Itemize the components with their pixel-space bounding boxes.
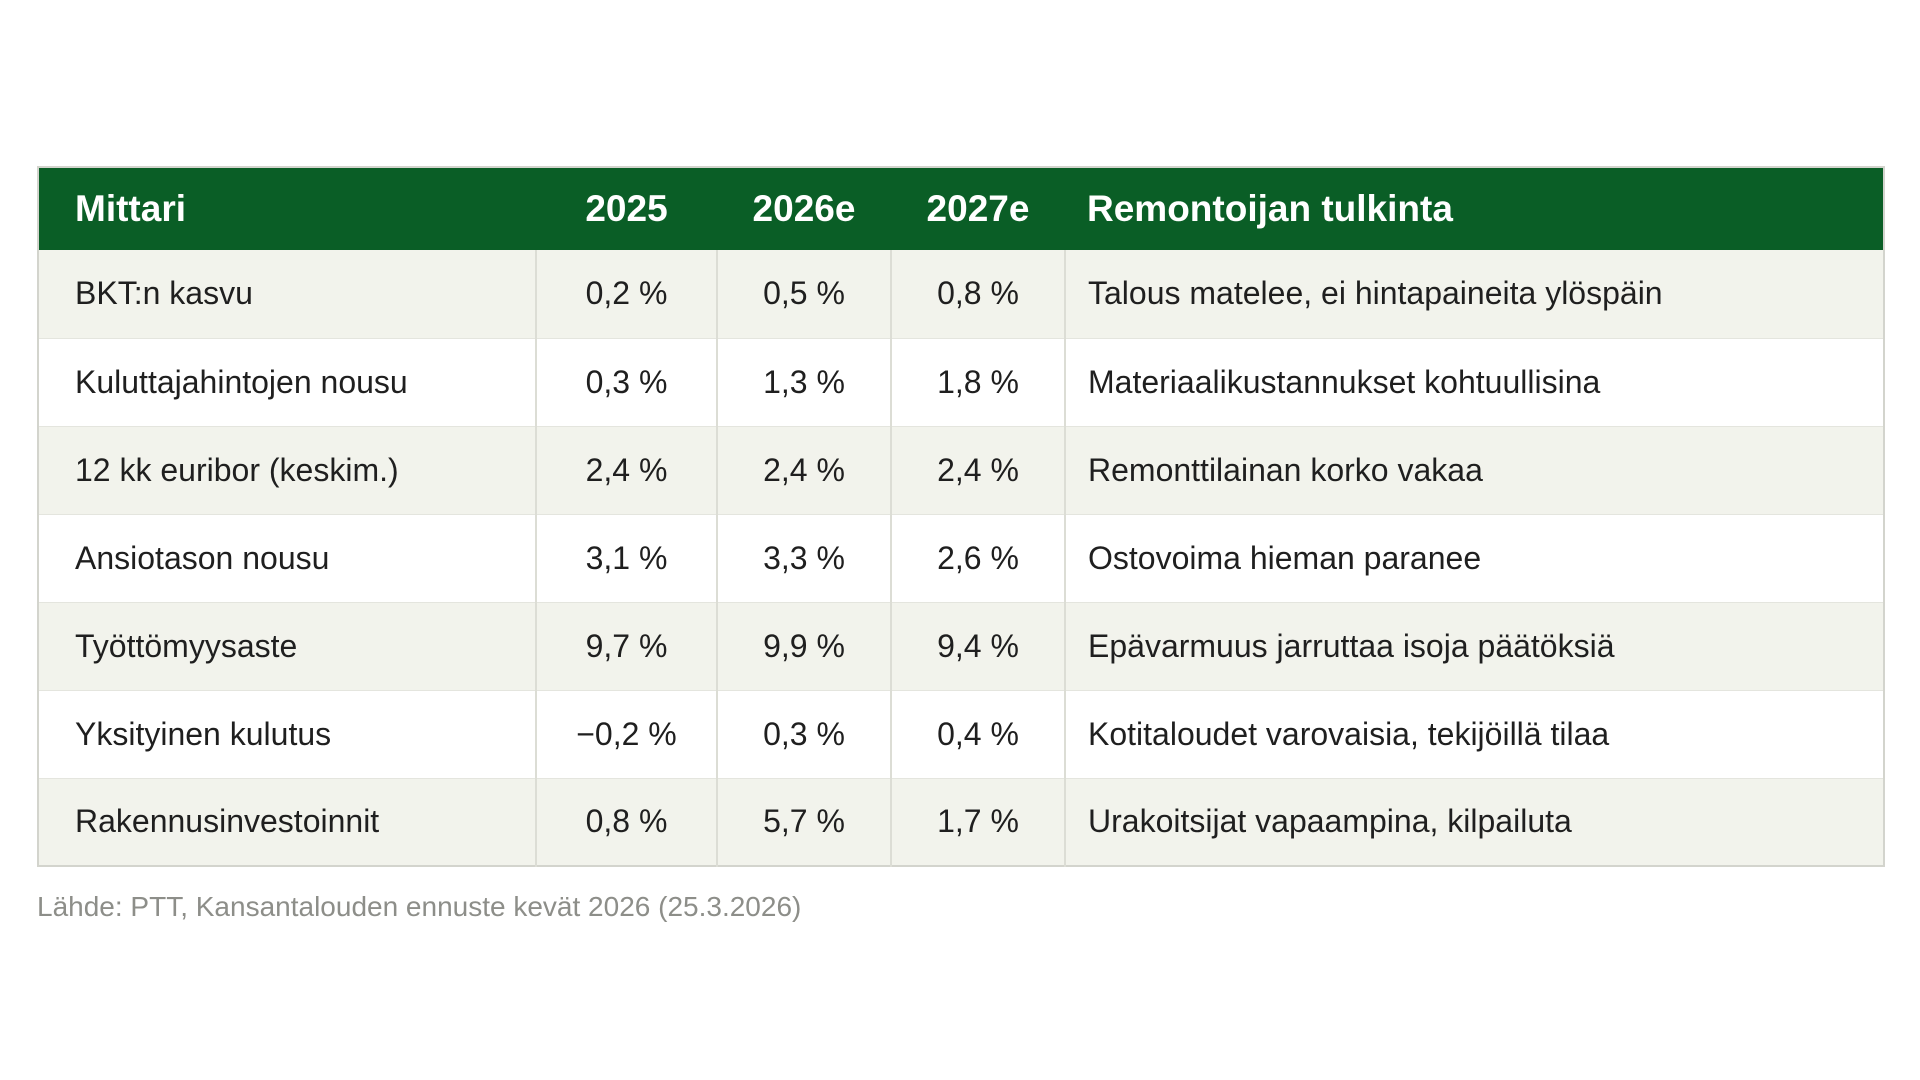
metric-name-cell: Rakennusinvestoinnit (38, 777, 536, 866)
value-2027e-cell: 0,4 % (890, 689, 1065, 778)
value-2026e-cell: 3,3 % (716, 513, 891, 602)
table-row: Ansiotason nousu 3,1 % 3,3 % 2,6 % Ostov… (38, 513, 1884, 602)
value-2026e-cell: 5,7 % (716, 777, 891, 866)
interpretation-cell: Materiaalikustannukset kohtuullisina (1064, 337, 1884, 426)
value-2025-cell: 9,7 % (535, 601, 717, 690)
metric-name-cell: Kuluttajahintojen nousu (38, 337, 536, 426)
value-2027e-cell: 2,6 % (890, 513, 1065, 602)
value-2027e-cell: 1,8 % (890, 337, 1065, 426)
interpretation-cell: Urakoitsijat vapaampina, kilpailuta (1064, 777, 1884, 866)
table-row: BKT:n kasvu 0,2 % 0,5 % 0,8 % Talous mat… (38, 250, 1884, 338)
header-mittari: Mittari (38, 167, 536, 250)
interpretation-cell: Kotitaloudet varovaisia, tekijöillä tila… (1064, 689, 1884, 778)
header-2025: 2025 (536, 167, 717, 250)
value-2025-cell: 3,1 % (535, 513, 717, 602)
forecast-table: Mittari 2025 2026e 2027e Remontoijan tul… (37, 166, 1885, 867)
value-2026e-cell: 2,4 % (716, 425, 891, 514)
value-2025-cell: −0,2 % (535, 689, 717, 778)
table-row: Rakennusinvestoinnit 0,8 % 5,7 % 1,7 % U… (38, 777, 1884, 866)
metric-name-cell: BKT:n kasvu (75, 275, 253, 312)
table-row: Yksityinen kulutus −0,2 % 0,3 % 0,4 % Ko… (38, 689, 1884, 778)
interpretation-cell: Ostovoima hieman paranee (1064, 513, 1884, 602)
metric-name-cell: Työttömyysaste (38, 601, 536, 690)
table-row: Kuluttajahintojen nousu 0,3 % 1,3 % 1,8 … (38, 337, 1884, 426)
metric-name-cell: Yksityinen kulutus (38, 689, 536, 778)
interpretation-cell: Talous matelee, ei hintapaineita ylöspäi… (1064, 250, 1884, 338)
value-2027e-cell: 1,7 % (890, 777, 1065, 866)
table-row: Työttömyysaste 9,7 % 9,9 % 9,4 % Epävarm… (38, 601, 1884, 690)
header-2027e: 2027e (891, 167, 1065, 250)
metric-name-cell: 12 kk euribor (keskim.) (38, 425, 536, 514)
value-2027e-cell: 2,4 % (890, 425, 1065, 514)
value-2026e-cell: 1,3 % (716, 337, 891, 426)
interpretation-cell: Remonttilainan korko vakaa (1064, 425, 1884, 514)
forecast-table-container: Mittari 2025 2026e 2027e Remontoijan tul… (37, 166, 1885, 923)
header-tulkinta: Remontoijan tulkinta (1065, 167, 1884, 250)
header-row: Mittari 2025 2026e 2027e Remontoijan tul… (38, 167, 1884, 250)
value-2025-cell: 0,3 % (535, 337, 717, 426)
value-2025-cell: 2,4 % (535, 425, 717, 514)
metric-name-cell: Ansiotason nousu (38, 513, 536, 602)
header-2026e: 2026e (717, 167, 891, 250)
value-2026e-cell: 0,5 % (716, 250, 891, 338)
value-2025-cell: 0,8 % (535, 777, 717, 866)
table-row: 12 kk euribor (keskim.) 2,4 % 2,4 % 2,4 … (38, 425, 1884, 514)
value-2027e-cell: 0,8 % (890, 250, 1065, 338)
value-2026e-cell: 9,9 % (716, 601, 891, 690)
interpretation-cell: Epävarmuus jarruttaa isoja päätöksiä (1064, 601, 1884, 690)
value-2027e-cell: 9,4 % (890, 601, 1065, 690)
source-note: Lähde: PTT, Kansantalouden ennuste kevät… (37, 891, 802, 922)
value-2025-cell: 0,2 % (535, 250, 717, 338)
value-2026e-cell: 0,3 % (716, 689, 891, 778)
